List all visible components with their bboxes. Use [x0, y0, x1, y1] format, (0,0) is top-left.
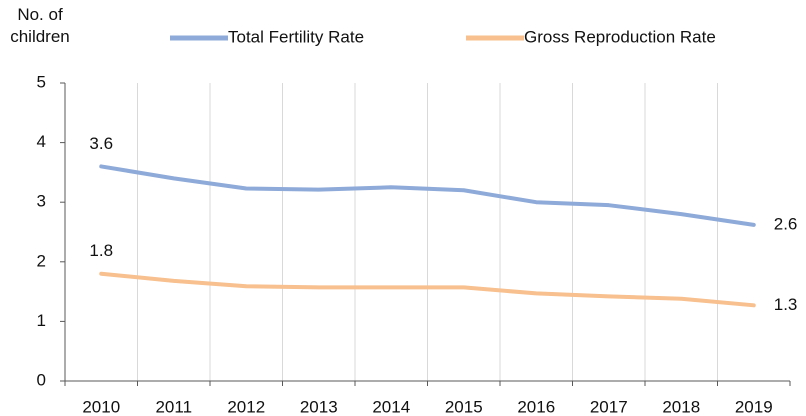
- y-tick-label: 5: [37, 72, 46, 91]
- y-tick-label: 4: [37, 132, 46, 151]
- y-tick-label: 2: [37, 251, 46, 270]
- legend-label: Gross Reproduction Rate: [524, 27, 716, 46]
- x-tick-label: 2010: [82, 397, 120, 416]
- x-tick-label: 2013: [300, 397, 338, 416]
- line: [99, 271, 756, 308]
- x-tick-label: 2014: [372, 397, 410, 416]
- x-tick-label: 2018: [662, 397, 700, 416]
- y-axis-label: No. of children: [10, 5, 70, 46]
- data-label: 2.6: [774, 214, 798, 233]
- legend-label: Total Fertility Rate: [228, 27, 364, 46]
- line: [99, 164, 756, 227]
- x-tick-label: 2016: [517, 397, 555, 416]
- data-label: 1.3: [774, 295, 798, 314]
- y-tick-label: 3: [37, 192, 46, 211]
- x-tick-label: 2017: [590, 397, 628, 416]
- x-tick-label: 2012: [227, 397, 265, 416]
- data-label: 1.8: [89, 241, 113, 260]
- y-tick-label: 1: [37, 311, 46, 330]
- data-label: 3.6: [89, 134, 113, 153]
- x-tick-label: 2019: [735, 397, 773, 416]
- x-tick-label: 2011: [155, 397, 192, 416]
- x-tick-label: 2015: [445, 397, 483, 416]
- y-tick-label: 0: [37, 370, 46, 389]
